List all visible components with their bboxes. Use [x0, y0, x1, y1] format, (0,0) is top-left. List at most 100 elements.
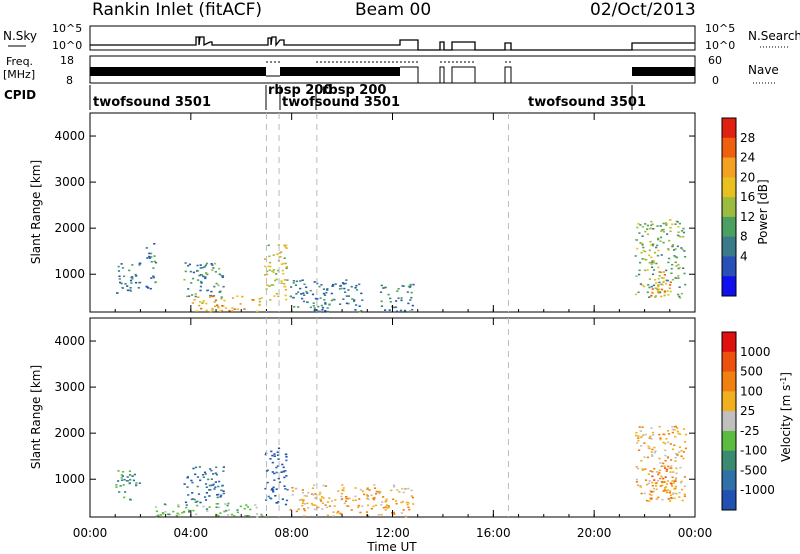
velocity-cell	[216, 494, 219, 496]
power-cell	[673, 255, 676, 257]
velocity-cell	[311, 504, 314, 506]
power-cell	[669, 284, 672, 286]
power-cell	[409, 285, 412, 287]
power-cell	[677, 267, 680, 270]
freq-tick-top: 18	[60, 54, 74, 67]
velocity-cell	[164, 511, 167, 513]
power-cell	[324, 301, 327, 304]
velocity-cell	[204, 499, 208, 501]
velocity-cell	[669, 490, 672, 492]
colorbar-swatch	[722, 430, 736, 452]
colorbar-swatch	[722, 236, 736, 257]
power-cell	[214, 299, 218, 302]
velocity-cell	[357, 504, 360, 507]
velocity-cell	[126, 480, 129, 482]
velocity-cell	[334, 499, 337, 501]
velocity-cell	[220, 489, 223, 492]
power-cell	[345, 302, 348, 305]
velocity-cell	[277, 447, 281, 450]
velocity-cell	[363, 493, 366, 496]
power-cell	[209, 296, 212, 298]
power-cell	[657, 284, 660, 286]
power-cell	[117, 270, 121, 272]
velocity-cell	[384, 509, 387, 511]
power-cell	[217, 307, 220, 309]
velocity-cell	[637, 437, 640, 439]
velocity-cell	[205, 508, 209, 510]
power-cell	[139, 281, 142, 284]
velocity-cell	[129, 479, 132, 481]
cpid-seg-3: rbsp 200	[322, 83, 386, 98]
power-cell	[660, 271, 663, 274]
power-cell	[637, 291, 640, 294]
velocity-cell	[406, 503, 409, 506]
velocity-cell	[346, 497, 349, 500]
velocity-cell	[275, 488, 278, 490]
power-cell	[411, 304, 414, 307]
power-cell	[146, 286, 149, 288]
velocity-cell	[216, 503, 220, 505]
power-cell	[219, 310, 222, 312]
power-cell	[284, 288, 288, 291]
power-cell	[276, 253, 279, 256]
power-cell	[218, 267, 221, 270]
power-cell	[289, 295, 292, 298]
velocity-cell	[307, 491, 310, 494]
velocity-cell	[128, 482, 131, 484]
power-cell	[659, 240, 662, 242]
power-cell	[198, 274, 201, 277]
velocity-cell	[181, 511, 184, 514]
power-cell	[660, 288, 664, 291]
station-title: Rankin Inlet (fitACF)	[92, 0, 262, 20]
power-cell	[275, 293, 278, 295]
power-cell	[220, 296, 223, 298]
power-cell	[636, 247, 639, 250]
power-cell	[671, 244, 675, 246]
velocity-cell	[205, 492, 208, 494]
velocity-cell	[640, 436, 643, 438]
velocity-cell	[372, 497, 375, 500]
velocity-cell	[658, 472, 661, 474]
velocity-cell	[654, 450, 657, 452]
velocity-cell	[683, 485, 686, 488]
velocity-cell	[340, 495, 343, 498]
velocity-cell	[374, 504, 378, 507]
velocity-cell	[282, 470, 285, 473]
power-cell	[188, 263, 191, 266]
power-cell	[650, 285, 653, 288]
velocity-cell	[182, 510, 186, 513]
velocity-cell	[666, 430, 670, 432]
velocity-cell	[313, 508, 316, 511]
power-cell	[660, 254, 663, 256]
power-cell	[409, 283, 412, 286]
velocity-cell	[366, 487, 369, 489]
velocity-cell	[678, 451, 681, 453]
velocity-cell	[683, 495, 686, 497]
velocity-cell	[118, 491, 121, 493]
power-cell	[189, 270, 192, 273]
velocity-cell	[647, 473, 650, 475]
velocity-cell	[199, 501, 202, 504]
y-tick-label: 3000	[54, 380, 85, 394]
power-cell	[402, 285, 405, 287]
velocity-cell	[678, 496, 681, 498]
velocity-cell	[681, 499, 684, 502]
velocity-cell	[337, 510, 340, 513]
power-cell	[154, 261, 158, 264]
velocity-cell	[222, 470, 225, 472]
power-cell	[677, 275, 680, 277]
velocity-cell	[208, 495, 211, 497]
power-cell	[684, 256, 687, 258]
velocity-cell	[214, 486, 217, 488]
power-cell	[641, 242, 644, 245]
power-cell	[344, 291, 347, 293]
power-cell	[640, 251, 643, 254]
velocity-cell	[192, 467, 195, 470]
velocity-cell	[408, 508, 411, 511]
velocity-cell	[303, 515, 306, 518]
velocity-cell	[354, 495, 357, 498]
velocity-cell	[176, 512, 179, 515]
power-cell	[665, 224, 668, 227]
cpid-seg-5: twofsound 3501	[528, 95, 646, 110]
power-cell	[292, 280, 295, 282]
